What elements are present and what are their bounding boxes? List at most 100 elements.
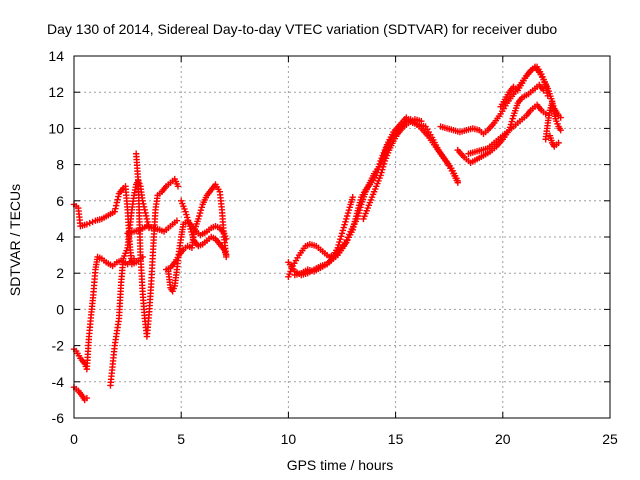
y-tick-label: 12 <box>48 84 64 100</box>
data-point <box>343 215 350 223</box>
data-point <box>182 208 189 215</box>
series-trace-l <box>291 114 461 279</box>
data-point <box>173 217 181 224</box>
data-point <box>198 204 205 211</box>
data-markers <box>70 63 564 404</box>
data-point <box>338 230 346 237</box>
data-point <box>187 225 194 233</box>
data-point <box>188 228 195 236</box>
data-point <box>115 193 122 200</box>
y-tick-label: 6 <box>56 193 64 209</box>
y-tick-label: -4 <box>52 374 65 390</box>
y-axis-label: SDTVAR / TECUs <box>7 184 23 296</box>
data-point <box>346 204 353 211</box>
x-tick-label: 5 <box>177 431 185 447</box>
axis-ticks: 0 5 10 15 20 25 -6 -4 -2 0 2 4 6 8 10 12 14 <box>48 48 618 447</box>
x-tick-label: 15 <box>388 431 404 447</box>
data-point <box>379 163 387 170</box>
data-point <box>112 205 119 212</box>
data-point <box>378 169 385 176</box>
data-point <box>197 207 205 214</box>
data-point <box>143 215 151 223</box>
data-point <box>142 209 149 217</box>
data-point <box>336 238 343 246</box>
series-trace-o <box>454 81 547 166</box>
data-point <box>223 251 230 259</box>
data-point <box>186 222 193 230</box>
series-trace-f <box>124 217 181 237</box>
data-point <box>380 160 388 168</box>
data-point <box>185 220 193 227</box>
x-tick-label: 25 <box>602 431 618 447</box>
data-point <box>337 233 345 240</box>
data-point <box>141 206 148 214</box>
data-point <box>335 241 342 249</box>
data-point <box>89 218 96 226</box>
grid-lines <box>74 56 610 418</box>
data-point <box>184 214 191 221</box>
data-point <box>190 234 197 241</box>
series-trace-i <box>178 197 230 259</box>
data-point <box>557 127 564 134</box>
data-point <box>183 211 190 218</box>
data-point <box>130 255 138 262</box>
series-trace-q <box>497 63 564 134</box>
y-tick-label: 0 <box>56 301 64 317</box>
data-point <box>340 224 347 231</box>
data-point <box>555 139 562 147</box>
series-trace-e <box>132 150 182 340</box>
data-point <box>144 218 151 226</box>
y-tick-label: 14 <box>48 48 64 64</box>
series-trace-p <box>465 101 549 157</box>
y-tick-label: 4 <box>56 229 64 245</box>
series-trace-m <box>360 116 425 223</box>
data-point <box>83 394 91 402</box>
data-point <box>112 202 120 209</box>
data-point <box>189 231 196 239</box>
data-point <box>184 217 192 224</box>
y-tick-label: -2 <box>52 338 65 354</box>
data-point <box>337 235 344 243</box>
data-point <box>83 221 91 228</box>
data-point <box>540 87 547 94</box>
data-point <box>345 207 353 214</box>
data-point <box>508 118 516 125</box>
data-point <box>344 209 352 217</box>
y-tick-label: 8 <box>56 157 64 173</box>
x-tick-label: 20 <box>495 431 511 447</box>
data-point <box>506 124 514 131</box>
data-point <box>113 199 121 206</box>
x-tick-label: 0 <box>70 431 78 447</box>
y-tick-label: 2 <box>56 265 64 281</box>
data-point <box>114 196 121 203</box>
data-point <box>142 212 150 220</box>
data-point <box>542 110 549 118</box>
data-point <box>339 227 347 234</box>
series-trace-b <box>70 253 138 373</box>
series-trace-r <box>542 99 564 143</box>
data-point <box>341 221 348 228</box>
chart-title: Day 130 of 2014, Sidereal Day-to-day VTE… <box>47 21 557 37</box>
series-trace-s <box>546 132 562 150</box>
series-trace-h <box>162 181 230 273</box>
data-point <box>86 219 93 227</box>
data-point <box>111 208 118 215</box>
y-tick-label: 10 <box>48 120 64 136</box>
data-point <box>377 172 384 179</box>
data-point <box>557 114 564 121</box>
series-trace-n <box>437 63 552 138</box>
data-point <box>196 212 203 220</box>
data-point <box>454 177 461 185</box>
data-point <box>174 183 182 190</box>
data-point <box>342 218 349 225</box>
data-point <box>379 166 386 173</box>
data-point <box>195 215 202 223</box>
data-point <box>343 212 351 220</box>
data-point <box>196 209 204 217</box>
y-tick-label: -6 <box>52 410 65 426</box>
x-tick-label: 10 <box>281 431 297 447</box>
data-point <box>509 115 516 122</box>
data-point <box>418 117 425 125</box>
data-point <box>349 193 356 201</box>
